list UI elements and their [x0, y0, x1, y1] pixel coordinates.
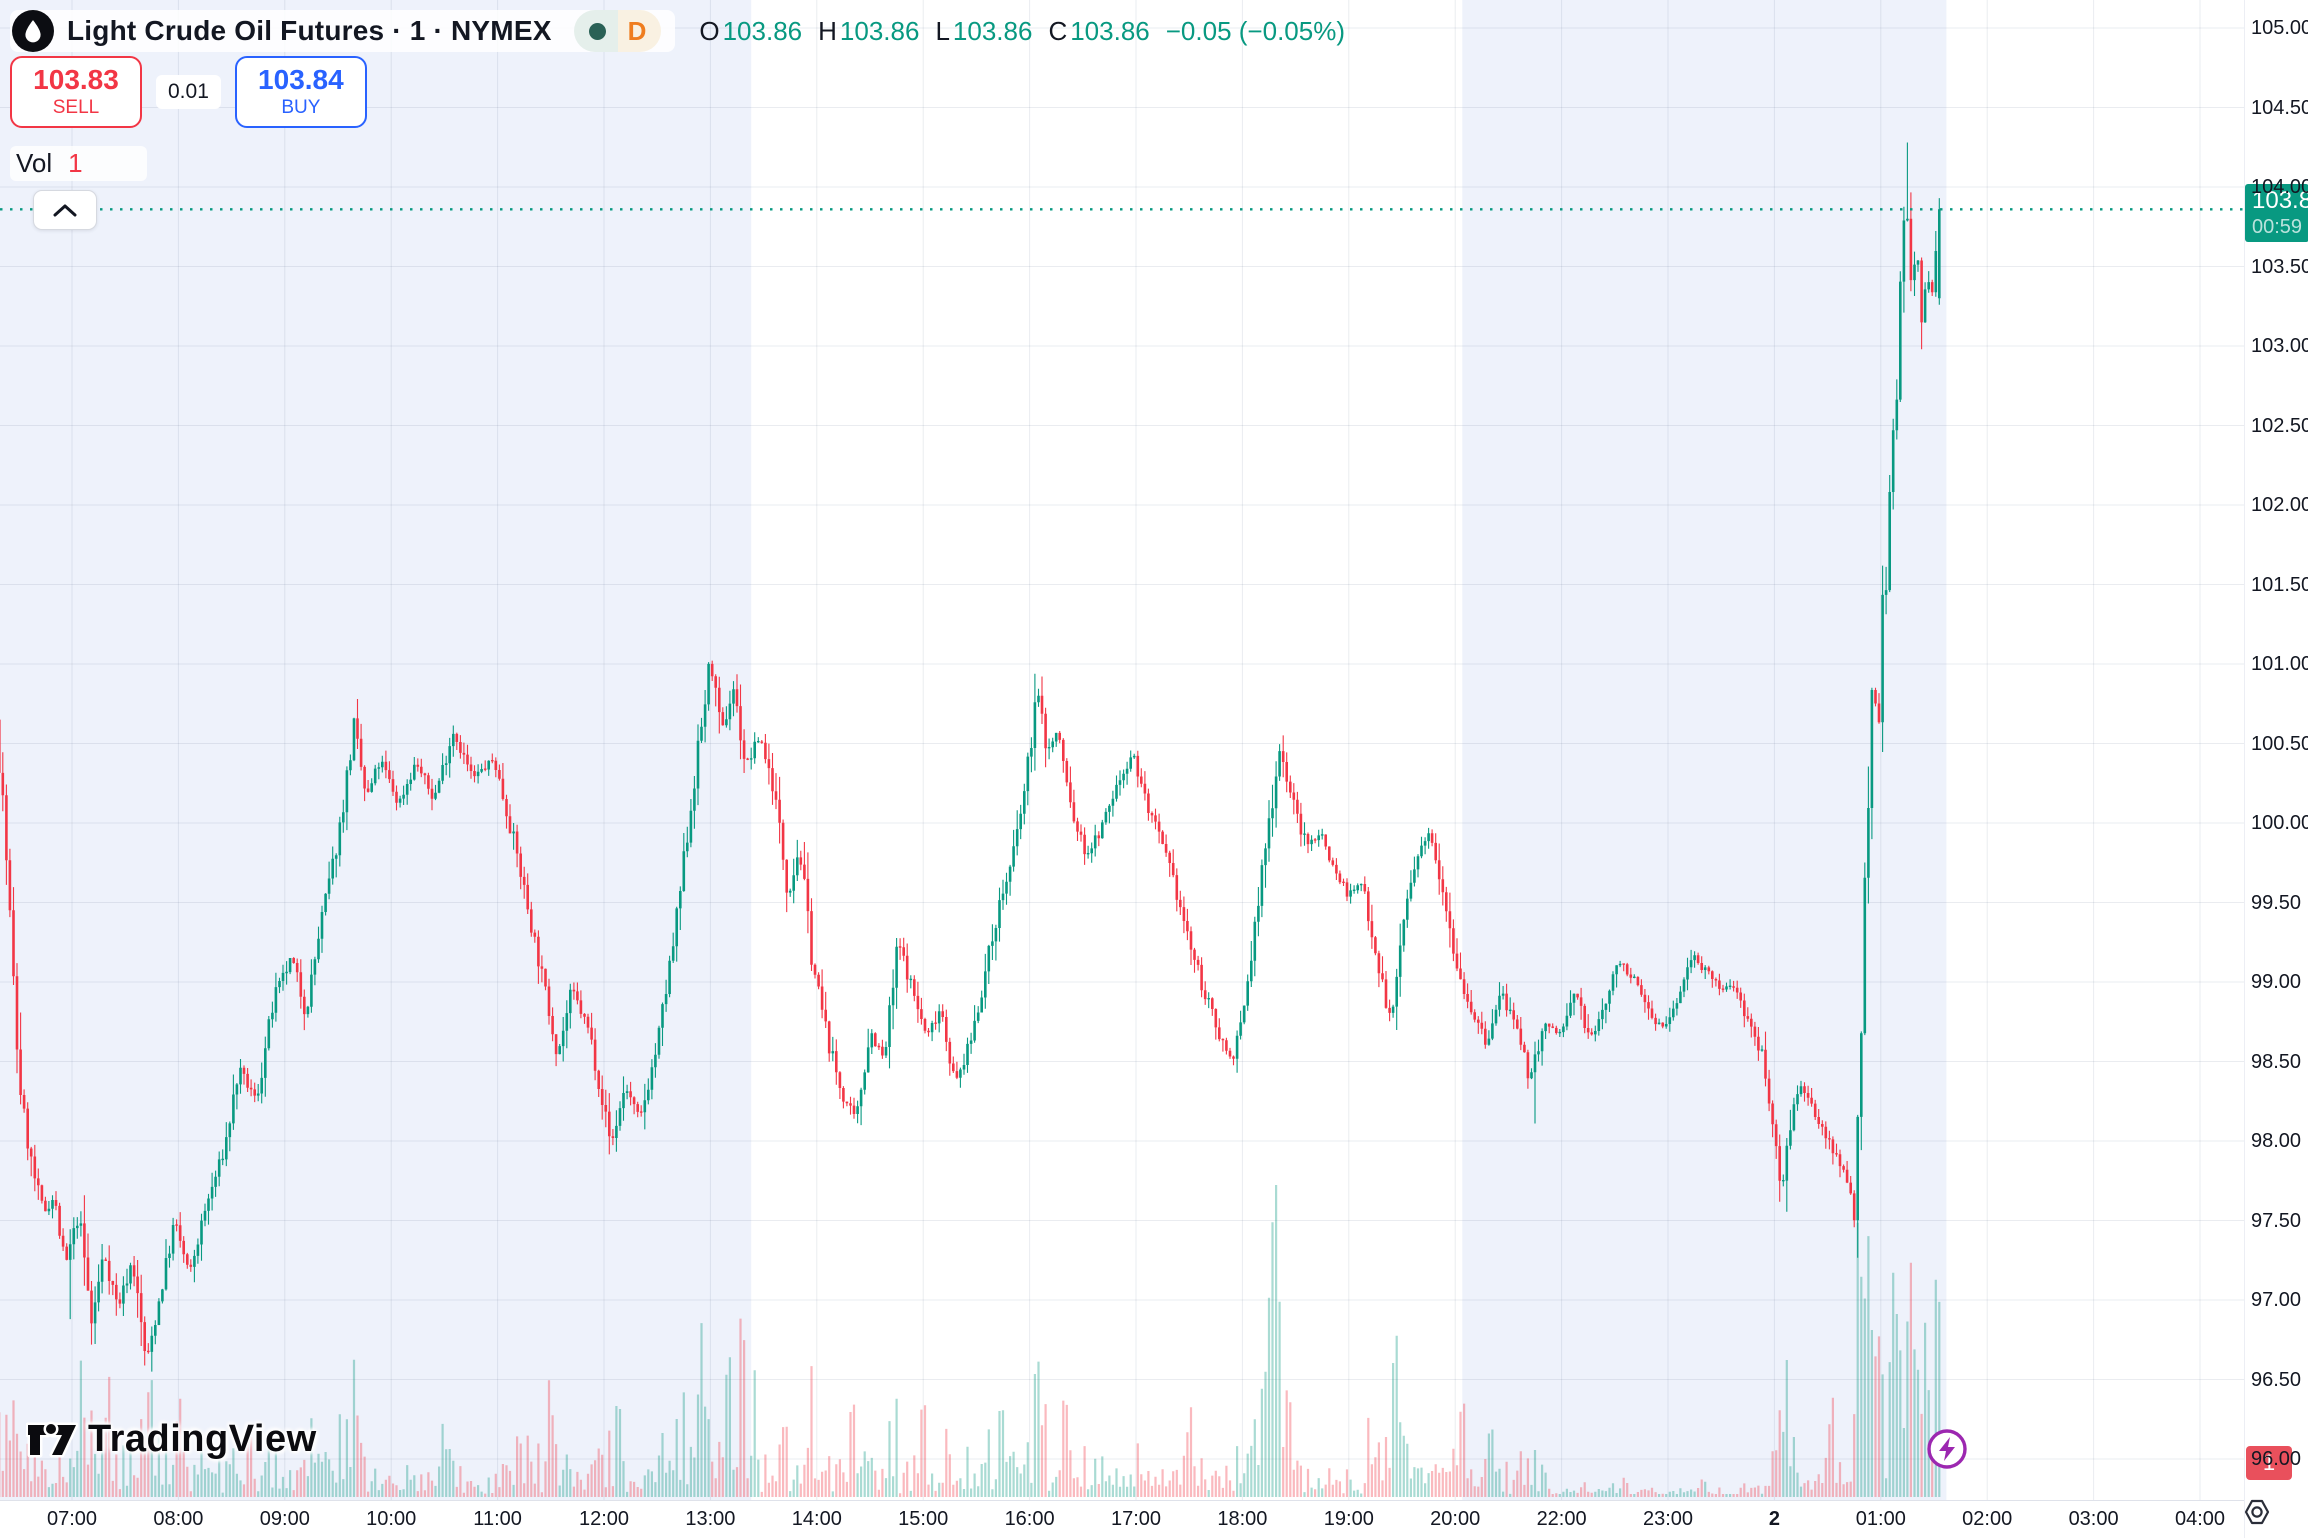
time-tick: 14:00: [791, 1508, 842, 1530]
price-tick: 99.00: [2251, 971, 2302, 993]
lightning-bolt-icon: [1939, 1437, 1955, 1461]
price-tick: 96.00: [2251, 1448, 2302, 1470]
sell-label: SELL: [52, 97, 100, 118]
ohlc-open-value: 103.86: [722, 15, 803, 46]
ohlc-close-value: 103.86: [1070, 15, 1150, 46]
ohlc-open-key: O: [699, 15, 720, 46]
bar-countdown: 00:59: [2252, 216, 2303, 239]
volume-indicator-legend[interactable]: Vol 1: [10, 146, 147, 181]
time-tick: 12:00: [578, 1508, 630, 1530]
time-tick: 16:00: [1004, 1508, 1055, 1530]
price-tick: 102.50: [2251, 414, 2308, 437]
axis-settings-gear-icon[interactable]: [2242, 1497, 2272, 1527]
legend-collapse-button[interactable]: [33, 190, 97, 230]
price-tick: 99.50: [2251, 891, 2302, 914]
buy-label: BUY: [281, 97, 321, 118]
symbol-legend-background: Light Crude Oil Futures · 1 · NYMEX D: [10, 10, 676, 52]
time-tick: 15:00: [898, 1508, 949, 1530]
chevron-up-icon: [53, 204, 77, 217]
price-change: −0.05 (−0.05%): [1165, 15, 1345, 46]
price-tick: 102.00: [2251, 494, 2308, 516]
price-tick: 98.50: [2251, 1050, 2302, 1073]
tradingview-logo-icon: [26, 1421, 78, 1457]
price-tick: 104.50: [2251, 96, 2308, 119]
time-tick: 07:00: [46, 1508, 98, 1530]
price-tick: 103.00: [2251, 335, 2308, 357]
ohlc-high-key: H: [818, 15, 837, 46]
time-tick: 08:00: [153, 1508, 204, 1530]
volume-axis-badge: 1: [2246, 1446, 2292, 1480]
delayed-data-label: D: [627, 15, 647, 46]
time-tick: 03:00: [2068, 1508, 2119, 1530]
spread-value: 0.01: [156, 75, 221, 109]
ohlc-low-value: 103.86: [952, 15, 1033, 46]
volume-label: Vol: [16, 148, 53, 178]
time-tick: 23:00: [1642, 1508, 1694, 1530]
last-price-value: 103.86: [2252, 187, 2308, 215]
buy-button[interactable]: 103.84 BUY: [234, 56, 367, 128]
sell-button[interactable]: 103.83 SELL: [10, 56, 142, 128]
price-tick: 100.50: [2251, 732, 2308, 755]
price-axis[interactable]: 103.86 00:59 1 105.00 104.50 104.00 103.50 1…: [2244, 0, 2308, 1538]
price-tick: 97.00: [2251, 1289, 2302, 1311]
market-open-indicator: [573, 10, 618, 52]
buy-price: 103.84: [258, 64, 344, 95]
time-axis[interactable]: 07:00 08:00 09:00 10:00 11:00 12:00 13:00 14:00…: [0, 1500, 2308, 1538]
ohlc-values: O 103.86 H 103.86 L 103.86 C 103.86 −0.05 (−…: [699, 16, 1345, 47]
price-tick: 104.00: [2251, 176, 2308, 198]
time-tick: 19:00: [1323, 1508, 1374, 1530]
price-tick: 100.00: [2251, 812, 2308, 834]
time-tick: 04:00: [2174, 1508, 2226, 1530]
price-tick: 96.50: [2251, 1368, 2302, 1391]
time-tick: 09:00: [259, 1508, 310, 1530]
price-tick: 98.00: [2251, 1130, 2302, 1152]
time-tick: 10:00: [366, 1508, 417, 1530]
trade-panel: 103.83 SELL 0.01 103.84 BUY: [10, 56, 367, 128]
time-tick: 22:00: [1536, 1508, 1587, 1530]
time-tick: 20:00: [1430, 1508, 1481, 1530]
tradingview-brand-text: TradingView: [88, 1418, 317, 1460]
price-tick: 105.00: [2251, 17, 2308, 39]
ohlc-low-key: L: [935, 15, 950, 46]
market-status-dot-icon: [588, 22, 606, 40]
sell-price: 103.83: [33, 64, 119, 95]
ohlc-high-value: 103.86: [839, 15, 920, 46]
time-tick: 17:00: [1110, 1508, 1162, 1530]
time-tick: 18:00: [1217, 1508, 1268, 1530]
volume-value: 1: [68, 148, 83, 178]
time-tick: 01:00: [1855, 1508, 1906, 1530]
oil-drop-logo-icon[interactable]: [12, 10, 54, 52]
time-tick: 11:00: [473, 1508, 522, 1530]
price-tick: 103.50: [2251, 255, 2308, 278]
quick-trade-lightning-button[interactable]: [1926, 1428, 1968, 1470]
price-tick: 101.50: [2251, 573, 2308, 596]
time-tick: 13:00: [685, 1508, 736, 1530]
ohlc-close-key: C: [1048, 15, 1068, 46]
time-tick: 02:00: [1962, 1508, 2013, 1530]
time-tick: 2: [1768, 1508, 1780, 1530]
price-tick: 97.50: [2251, 1209, 2302, 1232]
delayed-data-indicator: D: [617, 10, 662, 52]
price-tick: 101.00: [2251, 653, 2308, 675]
market-status-pill[interactable]: D: [573, 10, 662, 52]
last-price-badge: 103.86 00:59: [2245, 184, 2308, 243]
tradingview-watermark[interactable]: TradingView: [26, 1418, 317, 1461]
symbol-title[interactable]: Light Crude Oil Futures · 1 · NYMEX: [67, 15, 552, 46]
